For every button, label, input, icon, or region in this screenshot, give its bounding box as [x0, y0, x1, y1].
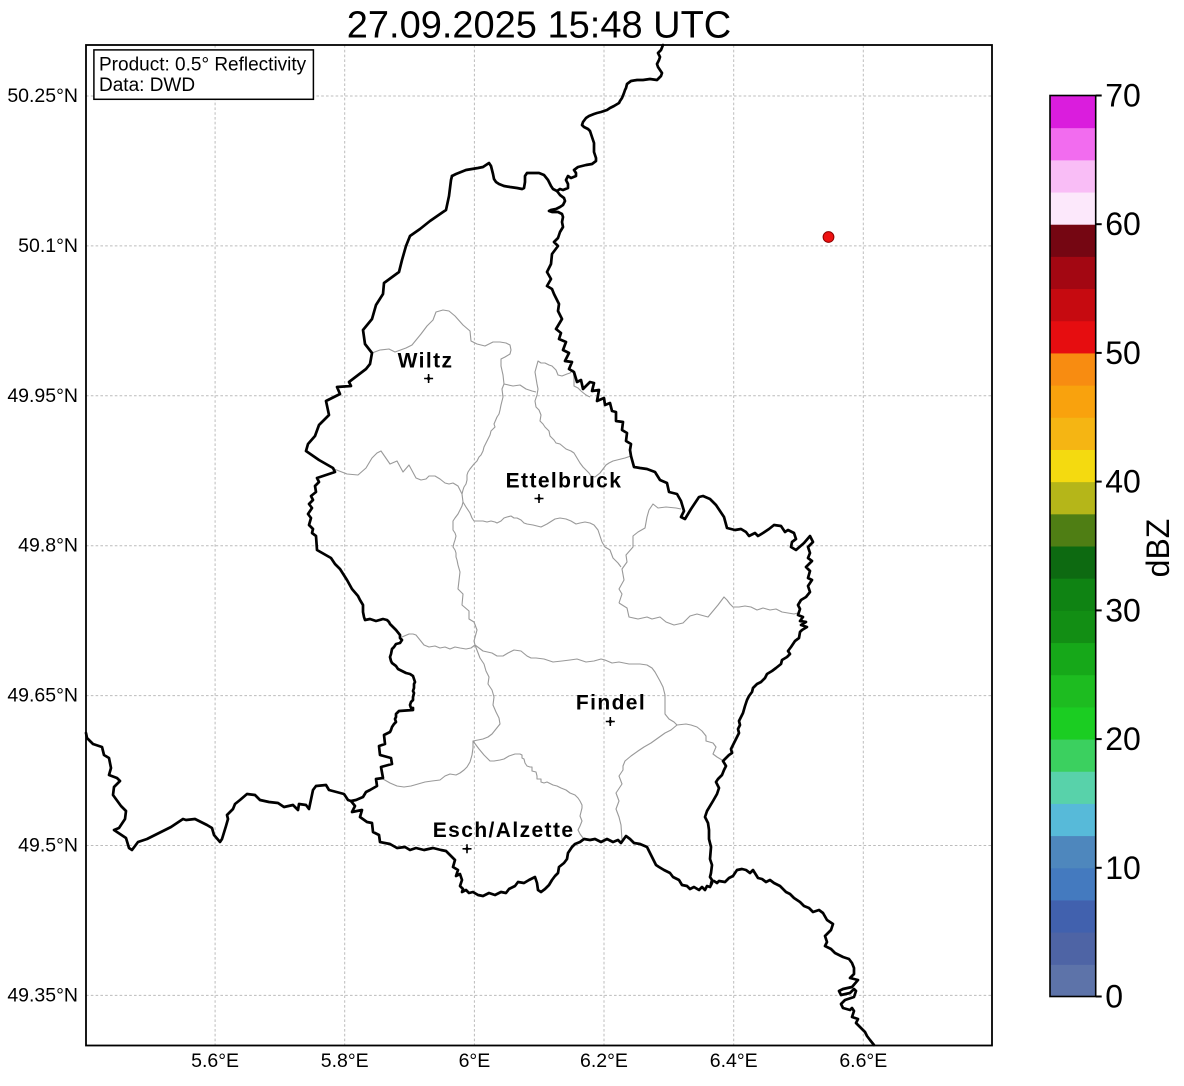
- svg-text:27.09.2025 15:48 UTC: 27.09.2025 15:48 UTC: [347, 5, 732, 47]
- svg-text:20: 20: [1105, 721, 1141, 757]
- svg-text:6°E: 6°E: [459, 1050, 491, 1072]
- svg-text:49.5°N: 49.5°N: [18, 835, 78, 857]
- svg-text:49.35°N: 49.35°N: [7, 984, 78, 1006]
- svg-text:30: 30: [1105, 592, 1141, 628]
- svg-text:Product: 0.5° Reflectivity: Product: 0.5° Reflectivity: [99, 55, 307, 76]
- svg-text:50.1°N: 50.1°N: [18, 235, 78, 257]
- svg-text:10: 10: [1105, 850, 1141, 886]
- svg-text:5.6°E: 5.6°E: [191, 1050, 239, 1072]
- svg-text:50.25°N: 50.25°N: [7, 85, 78, 107]
- svg-text:60: 60: [1105, 206, 1141, 242]
- svg-text:49.8°N: 49.8°N: [18, 535, 78, 557]
- svg-text:49.95°N: 49.95°N: [7, 385, 78, 407]
- svg-text:6.6°E: 6.6°E: [839, 1050, 887, 1072]
- svg-text:dBZ: dBZ: [1140, 519, 1176, 578]
- svg-text:6.4°E: 6.4°E: [710, 1050, 758, 1072]
- svg-text:Esch/Alzette: Esch/Alzette: [433, 819, 575, 842]
- svg-text:Data: DWD: Data: DWD: [99, 75, 195, 96]
- svg-text:Ettelbruck: Ettelbruck: [506, 470, 623, 493]
- svg-text:6.2°E: 6.2°E: [580, 1050, 628, 1072]
- svg-text:5.8°E: 5.8°E: [321, 1050, 369, 1072]
- svg-text:50: 50: [1105, 335, 1141, 371]
- svg-text:Wiltz: Wiltz: [398, 350, 454, 373]
- svg-text:40: 40: [1105, 464, 1141, 500]
- svg-text:Findel: Findel: [576, 692, 646, 715]
- svg-text:49.65°N: 49.65°N: [7, 685, 78, 707]
- svg-text:70: 70: [1105, 78, 1141, 114]
- svg-text:0: 0: [1105, 979, 1123, 1015]
